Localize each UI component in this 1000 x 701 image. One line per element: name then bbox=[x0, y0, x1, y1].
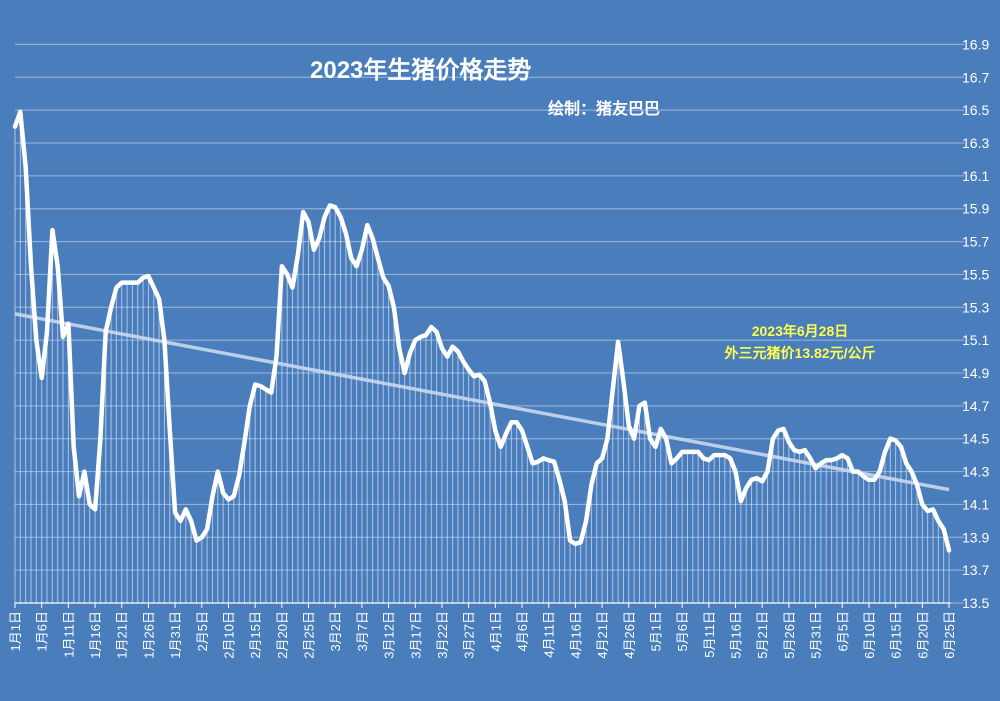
x-tick-label: 4月1日 bbox=[488, 611, 503, 651]
x-tick-label: 5月31日 bbox=[809, 611, 824, 659]
y-tick-label: 14.3 bbox=[962, 464, 989, 480]
x-tick-label: 5月16日 bbox=[729, 611, 744, 659]
x-tick-label: 3月12日 bbox=[382, 611, 397, 659]
chart-title: 2023年生猪价格走势 bbox=[310, 56, 531, 84]
x-tick-label: 4月26日 bbox=[622, 611, 637, 659]
y-tick-label: 14.9 bbox=[962, 365, 989, 381]
annotation-line-2: 外三元猪价13.82元/公斤 bbox=[725, 345, 876, 361]
axes: 13.5 13.7 13.9 14.1 14.3 14.5 14.7 14.9 15.1 15.3… bbox=[8, 36, 989, 658]
data-drop-lines bbox=[14, 111, 950, 603]
x-tick-label: 5月6日 bbox=[675, 611, 690, 651]
y-tick-label: 16.9 bbox=[962, 36, 989, 52]
trendline bbox=[14, 312, 950, 492]
x-tick-label: 5月11日 bbox=[702, 611, 717, 658]
x-tick-label: 2月15日 bbox=[248, 611, 263, 659]
y-tick-label: 13.9 bbox=[962, 529, 989, 545]
y-tick-label: 15.3 bbox=[962, 299, 989, 315]
y-tick-label: 16.1 bbox=[962, 168, 989, 184]
x-tick-label: 1月16日 bbox=[88, 611, 103, 659]
x-tick-label: 1月1日 bbox=[8, 611, 23, 651]
price-line bbox=[12, 109, 952, 553]
x-tick-label: 1月31日 bbox=[168, 611, 183, 659]
x-tick-label: 5月26日 bbox=[782, 611, 797, 659]
x-tick-label: 6月5日 bbox=[835, 611, 850, 651]
y-tick-label: 13.5 bbox=[962, 595, 989, 611]
x-tick-label: 2月5日 bbox=[195, 611, 210, 651]
x-tick-label: 3月17日 bbox=[408, 611, 423, 659]
price-series bbox=[12, 109, 952, 553]
x-tick-label: 6月15日 bbox=[889, 611, 904, 659]
y-tick-label: 16.5 bbox=[962, 102, 989, 118]
y-tick-label: 14.7 bbox=[962, 398, 989, 414]
x-tick-label: 1月6日 bbox=[35, 611, 50, 651]
x-tick-label: 2月25日 bbox=[302, 611, 317, 659]
x-tick-label: 2月20日 bbox=[275, 611, 290, 659]
x-tick-label: 1月26日 bbox=[141, 611, 156, 659]
y-tick-label: 15.9 bbox=[962, 201, 989, 217]
y-tick-label: 15.5 bbox=[962, 266, 989, 282]
x-tick-label: 3月7日 bbox=[355, 611, 370, 651]
trendline-path bbox=[14, 312, 950, 492]
x-tick-label: 6月25日 bbox=[942, 611, 957, 659]
x-tick-label: 4月6日 bbox=[515, 611, 530, 651]
chart-subtitle: 绘制：猪友巴巴 bbox=[548, 99, 660, 118]
y-tick-label: 15.1 bbox=[962, 332, 989, 348]
x-tick-label: 5月1日 bbox=[648, 611, 663, 651]
x-tick-label: 4月21日 bbox=[595, 611, 610, 659]
x-tick-label: 2月10日 bbox=[221, 611, 236, 659]
x-tick-label: 3月2日 bbox=[328, 611, 343, 651]
x-tick-label: 1月11日 bbox=[61, 611, 76, 658]
x-tick-label: 4月16日 bbox=[568, 611, 583, 659]
x-tick-label: 3月27日 bbox=[462, 611, 477, 659]
y-tick-label: 14.1 bbox=[962, 496, 989, 512]
y-tick-label: 15.7 bbox=[962, 234, 989, 250]
x-tick-label: 1月21日 bbox=[115, 611, 130, 659]
y-tick-label: 14.5 bbox=[962, 431, 989, 447]
x-tick-label: 4月11日 bbox=[542, 611, 557, 658]
gridlines bbox=[15, 43, 964, 604]
x-tick-label: 5月21日 bbox=[755, 611, 770, 659]
x-tick-label: 3月22日 bbox=[435, 611, 450, 659]
y-tick-label: 16.3 bbox=[962, 135, 989, 151]
x-tick-label: 6月10日 bbox=[862, 611, 877, 659]
y-tick-label: 16.7 bbox=[962, 69, 989, 85]
annotation-line-1: 2023年6月28日 bbox=[752, 323, 849, 339]
x-tick-label: 6月20日 bbox=[915, 611, 930, 659]
y-tick-label: 13.7 bbox=[962, 562, 989, 578]
